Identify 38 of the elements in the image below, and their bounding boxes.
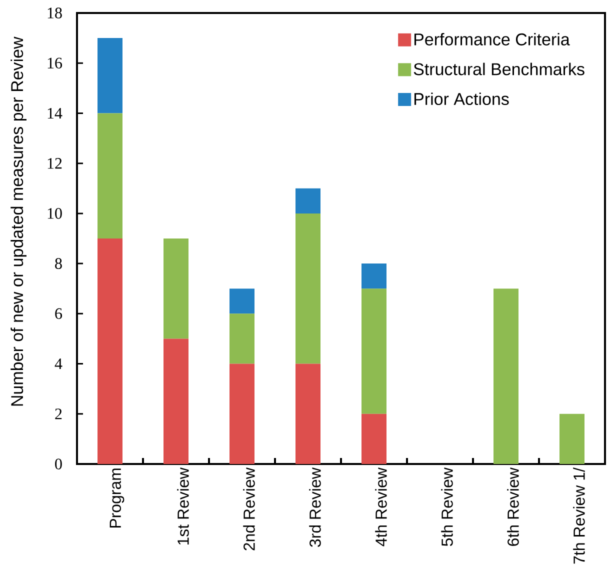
bar xyxy=(361,414,386,464)
bar xyxy=(559,414,584,464)
x-tick-label: 2nd Review xyxy=(243,468,255,550)
bar xyxy=(98,113,122,238)
bar xyxy=(98,38,122,114)
bar xyxy=(164,238,188,339)
x-tick-label: 4th Review xyxy=(375,468,387,546)
bar xyxy=(361,264,386,289)
bar xyxy=(230,364,254,464)
bar xyxy=(493,288,518,464)
x-tick-label: 5th Review xyxy=(441,468,453,546)
y-tick-label: 16 xyxy=(48,58,62,68)
bar xyxy=(230,314,254,364)
bar xyxy=(230,288,254,314)
y-tick-label: 0 xyxy=(55,458,62,470)
x-tick-label: 7th Review 1/ xyxy=(573,468,585,564)
y-tick-label: 2 xyxy=(55,408,62,420)
bar xyxy=(164,338,188,464)
bar xyxy=(295,213,320,364)
x-tick-label: Program xyxy=(110,468,124,528)
x-tick-label: 1st Review xyxy=(177,468,189,545)
x-tick-label: 3rd Review xyxy=(309,468,321,547)
legend-label: Structural Benchmarks xyxy=(414,62,584,76)
bar xyxy=(361,288,386,414)
y-tick-label: 10 xyxy=(48,208,62,219)
bar xyxy=(98,238,122,464)
y-tick-label: 4 xyxy=(54,358,62,370)
y-tick-label: 18 xyxy=(48,8,62,18)
bar xyxy=(295,188,320,214)
x-tick-label: 6th Review xyxy=(507,468,519,546)
legend-label: Performance Criteria xyxy=(414,32,570,46)
y-tick-label: 8 xyxy=(55,258,62,269)
y-tick-label: 12 xyxy=(48,158,62,169)
y-tick-label: 14 xyxy=(48,108,62,118)
y-axis-title: Number of new or updated measures per Review xyxy=(10,36,26,406)
y-tick-label: 6 xyxy=(55,308,62,320)
bar xyxy=(295,364,320,464)
legend-label: Prior Actions xyxy=(414,92,509,106)
